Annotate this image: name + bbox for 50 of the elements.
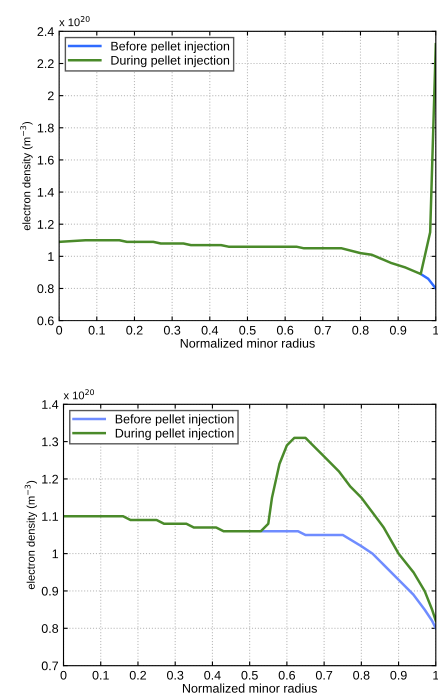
y-axis-title: electron density (m$^{−3}$) (20, 122, 33, 230)
x-tick-label: 0.8 (352, 326, 369, 335)
y-axis-title: electron density (m$^{−3}$) (24, 480, 37, 590)
y-tick-label: 2.4 (38, 27, 54, 36)
x-tick-label: 0.6 (276, 326, 294, 335)
y-tick-label: 0.8 (42, 624, 58, 633)
x-tick-label: 0.9 (390, 326, 406, 335)
x-tick-label: 0.3 (167, 670, 184, 680)
x-axis-title: Normalized minor radius (180, 338, 315, 348)
y-tick-label: 1 (48, 252, 54, 261)
x-tick-label: 0.3 (164, 326, 180, 335)
line-series (59, 42, 436, 276)
y-tick-label: 1.4 (42, 400, 58, 409)
x-tick-label: 0.1 (92, 670, 109, 680)
legend-label: During pellet injection (116, 428, 234, 440)
x-tick-label: 0 (56, 326, 62, 335)
x-tick-label: 0.1 (88, 326, 105, 335)
x-tick-label: 0.8 (353, 670, 370, 680)
text: x 10$^{20}$ (59, 16, 90, 26)
x-tick-label: 0 (60, 670, 66, 680)
y-tick-label: 1.6 (38, 156, 54, 165)
x-axis-title: Normalized minor radius (182, 684, 317, 693)
x-tick-label: 0.5 (241, 670, 258, 680)
x-tick-label: 0.2 (126, 326, 143, 335)
y-tick-label: 1 (52, 550, 58, 558)
x-tick-label: 0.4 (204, 670, 221, 680)
y-tick-label: 0.9 (42, 586, 58, 596)
legend-label: Before pellet injection (116, 414, 234, 426)
y-tick-label: 1.3 (42, 437, 58, 446)
y-tick-label: 2 (48, 91, 54, 100)
y-tick-label: 2.2 (38, 59, 54, 68)
line-series (260, 530, 436, 630)
x-tick-label: 0.4 (202, 326, 218, 335)
x-tick-label: 0.6 (278, 670, 296, 680)
y-tick-label: 1.1 (42, 512, 58, 521)
x-tick-label: 0.2 (130, 670, 146, 680)
y-tick-label: 0.6 (37, 316, 54, 326)
legend-label: Before pellet injection (111, 41, 230, 54)
y-tick-label: 1.4 (38, 188, 54, 197)
y-tick-label: 0.8 (37, 284, 54, 294)
legend-label: During pellet injection (111, 56, 230, 68)
x-tick-label: 0.9 (390, 670, 407, 680)
x-tick-label: 0.5 (239, 326, 256, 335)
y-tick-label: 1.2 (42, 474, 58, 484)
text: x 10$^{20}$ (64, 389, 94, 400)
y-tick-label: 1.8 (38, 124, 54, 132)
x-tick-label: 0.7 (316, 670, 332, 680)
x-tick-label: 0.7 (314, 326, 331, 335)
y-tick-label: 1.2 (38, 220, 54, 229)
y-tick-label: 0.7 (42, 661, 58, 670)
